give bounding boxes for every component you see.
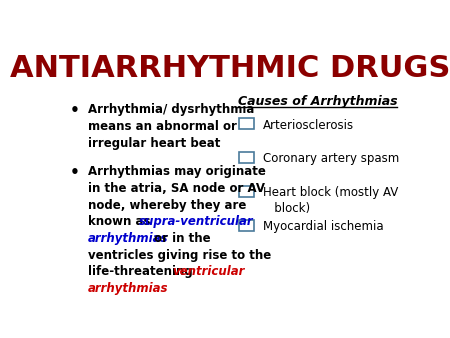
Text: arrhythmias: arrhythmias	[88, 282, 168, 295]
FancyBboxPatch shape	[239, 220, 254, 231]
Text: Arrhythmias may originate: Arrhythmias may originate	[88, 166, 266, 178]
Text: •: •	[70, 166, 80, 180]
Text: in the atria, SA node or AV: in the atria, SA node or AV	[88, 182, 265, 195]
Text: Causes of Arrhythmias: Causes of Arrhythmias	[238, 95, 397, 108]
Text: ventricular: ventricular	[172, 265, 244, 279]
FancyBboxPatch shape	[239, 152, 254, 163]
Text: Arteriosclerosis: Arteriosclerosis	[263, 119, 354, 131]
Text: life-threatening: life-threatening	[88, 265, 197, 279]
Text: ventricles giving rise to the: ventricles giving rise to the	[88, 249, 271, 262]
Text: node, whereby they are: node, whereby they are	[88, 199, 246, 212]
Text: •: •	[70, 103, 80, 118]
Text: Coronary artery spasm: Coronary artery spasm	[263, 152, 399, 166]
Text: supra-ventricular: supra-ventricular	[139, 215, 254, 228]
FancyBboxPatch shape	[239, 186, 254, 197]
Text: Heart block (mostly AV
   block): Heart block (mostly AV block)	[263, 186, 398, 215]
Text: ANTIARRHYTHMIC DRUGS: ANTIARRHYTHMIC DRUGS	[10, 54, 450, 82]
Text: Myocardial ischemia: Myocardial ischemia	[263, 220, 383, 233]
Text: Arrhythmia/ dysrhythmia
means an abnormal or
irregular heart beat: Arrhythmia/ dysrhythmia means an abnorma…	[88, 103, 254, 150]
Text: or in the: or in the	[150, 232, 211, 245]
Text: known as: known as	[88, 215, 154, 228]
FancyBboxPatch shape	[239, 118, 254, 129]
Text: arrhythmias: arrhythmias	[88, 232, 168, 245]
